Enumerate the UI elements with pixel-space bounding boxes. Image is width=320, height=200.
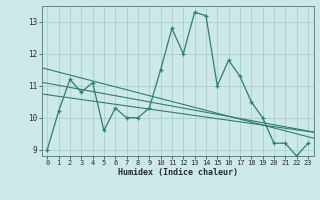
X-axis label: Humidex (Indice chaleur): Humidex (Indice chaleur) — [118, 168, 237, 177]
